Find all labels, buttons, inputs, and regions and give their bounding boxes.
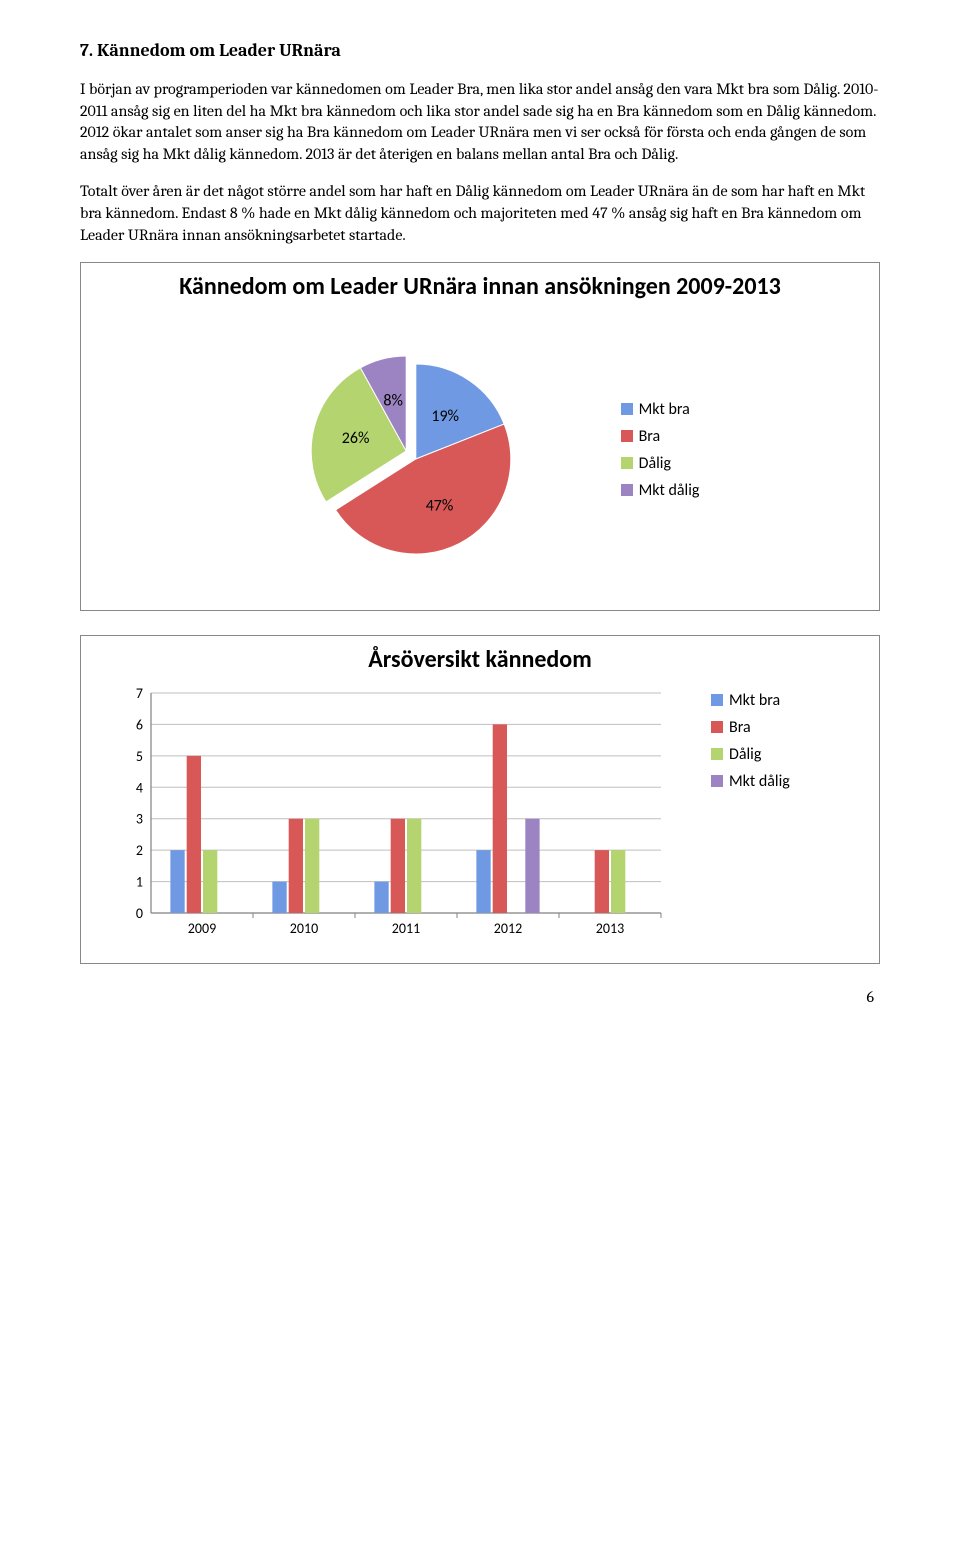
bar (187, 756, 201, 913)
legend-swatch (711, 775, 723, 787)
section-heading: 7. Kännedom om Leader URnära (80, 40, 880, 61)
bar-chart-title: Årsöversikt kännedom (91, 646, 869, 675)
legend-item: Mkt bra (711, 691, 790, 710)
bar (476, 850, 490, 913)
legend-swatch (621, 403, 633, 415)
bar-chart: 0 1 2 3 4 5 6 7 2009 2010 2011 2012 2013 (111, 683, 671, 943)
legend-label: Bra (729, 718, 751, 737)
bar (493, 724, 507, 913)
pie-legend: Mkt bra Bra Dålig Mkt dålig (621, 392, 700, 508)
paragraph-1: I början av programperioden var kännedom… (80, 79, 880, 165)
y-tick-label: 2 (136, 842, 143, 859)
legend-label: Mkt bra (639, 400, 690, 419)
legend-label: Dålig (729, 745, 761, 764)
legend-label: Bra (639, 427, 661, 446)
y-tick-label: 7 (136, 685, 143, 702)
legend-swatch (711, 721, 723, 733)
legend-item: Dålig (711, 745, 790, 764)
pie-chart: 19% 47% 26% 8% (261, 320, 561, 580)
legend-swatch (621, 457, 633, 469)
legend-item: Dålig (621, 454, 700, 473)
bar (170, 850, 184, 913)
y-tick-label: 3 (136, 810, 143, 827)
legend-item: Bra (621, 427, 700, 446)
x-tick-label: 2009 (188, 920, 216, 937)
y-tick-label: 1 (136, 873, 143, 890)
bar (391, 818, 405, 912)
bar (203, 850, 217, 913)
bar (525, 818, 539, 912)
paragraph-2: Totalt över åren är det något större and… (80, 181, 880, 246)
y-tick-label: 0 (136, 905, 143, 922)
y-tick-label: 6 (136, 716, 143, 733)
pie-slice-label: 8% (383, 391, 403, 410)
legend-swatch (711, 694, 723, 706)
page-number: 6 (80, 988, 880, 1006)
y-tick-label: 5 (136, 748, 143, 765)
bar-chart-container: Årsöversikt kännedom 0 1 2 3 4 5 6 7 2009 2010 201… (80, 635, 880, 964)
pie-slice-label: 26% (341, 429, 369, 448)
pie-chart-title: Kännedom om Leader URnära innan ansöknin… (91, 273, 869, 302)
bar (374, 881, 388, 912)
bar (407, 818, 421, 912)
pie-slice-label: 47% (425, 497, 453, 516)
legend-label: Dålig (639, 454, 671, 473)
legend-swatch (621, 430, 633, 442)
bar (272, 881, 286, 912)
bar (595, 850, 609, 913)
pie-chart-container: Kännedom om Leader URnära innan ansöknin… (80, 262, 880, 611)
legend-label: Mkt dålig (729, 772, 790, 791)
y-tick-label: 4 (136, 779, 143, 796)
legend-item: Mkt bra (621, 400, 700, 419)
bar (305, 818, 319, 912)
legend-item: Bra (711, 718, 790, 737)
legend-label: Mkt dålig (639, 481, 700, 500)
legend-swatch (621, 484, 633, 496)
bar-legend: Mkt bra Bra Dålig Mkt dålig (711, 683, 790, 799)
legend-item: Mkt dålig (711, 772, 790, 791)
bar (611, 850, 625, 913)
x-tick-label: 2011 (392, 920, 420, 937)
legend-swatch (711, 748, 723, 760)
legend-label: Mkt bra (729, 691, 780, 710)
x-tick-label: 2010 (290, 920, 318, 937)
x-tick-label: 2013 (596, 920, 624, 937)
legend-item: Mkt dålig (621, 481, 700, 500)
pie-slice-label: 19% (431, 407, 459, 426)
x-tick-label: 2012 (494, 920, 522, 937)
bar (289, 818, 303, 912)
